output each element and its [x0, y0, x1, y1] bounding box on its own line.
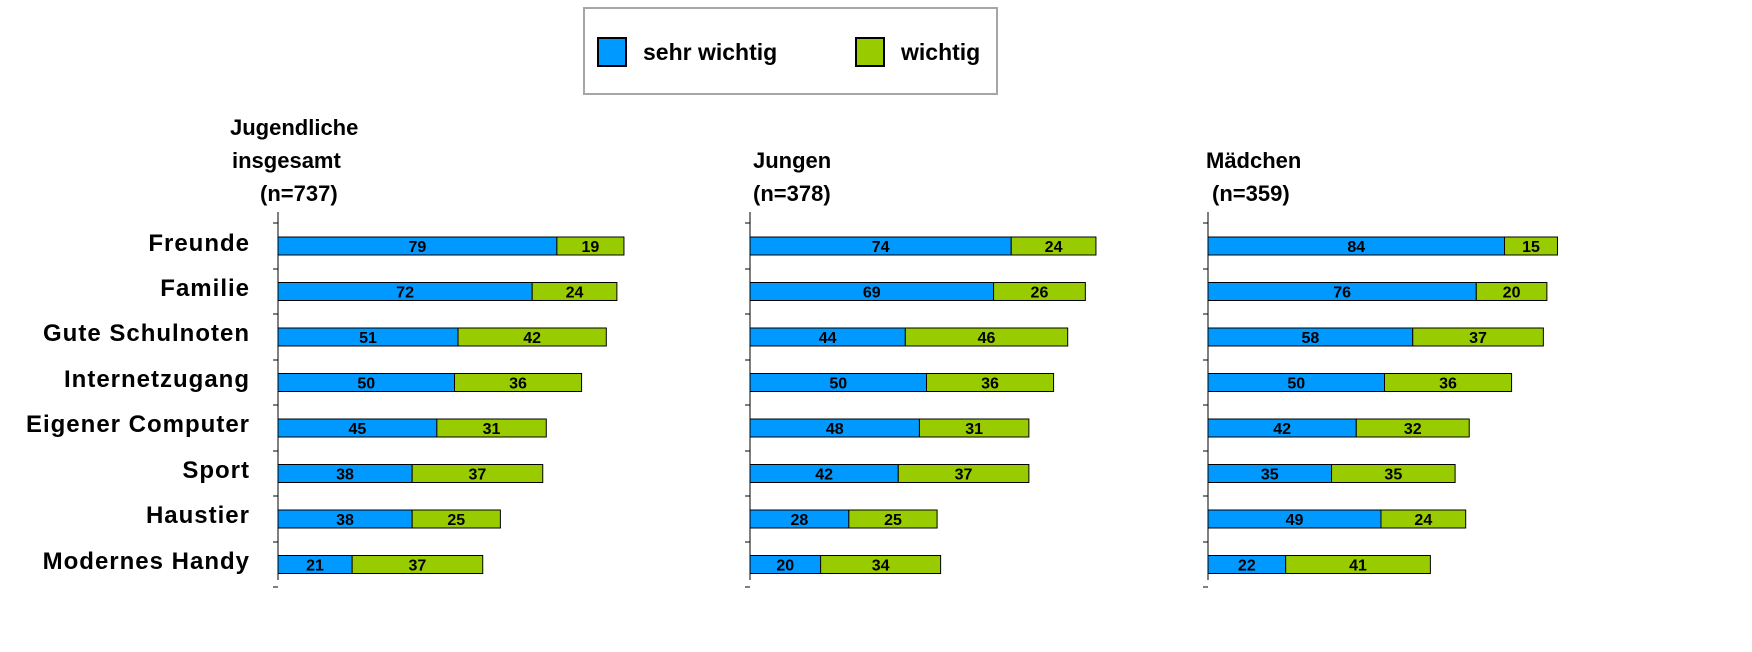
bar-value-label: 76	[1333, 285, 1351, 302]
legend-swatch-sehr-wichtig	[597, 37, 627, 67]
bar-segment	[820, 555, 942, 574]
bar-segment	[1384, 373, 1513, 392]
bar-value-label: 35	[1384, 467, 1402, 484]
bar-value-label: 20	[1503, 285, 1521, 302]
bar-value-label: 37	[955, 467, 973, 484]
bar-value-label: 44	[819, 330, 837, 347]
bar-segment	[531, 282, 618, 301]
bar-segment	[556, 236, 625, 256]
bar-value-label: 24	[1045, 239, 1063, 256]
bar-value-label: 26	[1031, 285, 1049, 302]
bar-value-label: 37	[409, 558, 427, 575]
category-label-familie: Familie	[160, 275, 250, 302]
category-label-freunde: Freunde	[148, 230, 250, 257]
bar-value-label: 50	[829, 376, 847, 393]
bar-value-label: 51	[359, 330, 377, 347]
panel-title-insgesamt: Jugendliche insgesamt (n=737)	[230, 111, 358, 210]
bar-value-label: 41	[1349, 558, 1367, 575]
bar-segment	[1412, 327, 1544, 347]
bar-value-label: 32	[1404, 421, 1422, 438]
bar-value-label: 38	[336, 467, 354, 484]
bar-value-label: 72	[396, 285, 414, 302]
bar-segment	[848, 509, 938, 529]
bar-value-label: 42	[1273, 421, 1291, 438]
bar-value-label: 31	[965, 421, 983, 438]
bar-segment	[1010, 236, 1097, 256]
category-label-eigener-computer: Eigener Computer	[25, 411, 250, 438]
bar-value-label: 36	[981, 376, 999, 393]
bar-value-label: 19	[582, 239, 600, 256]
bar-value-label: 15	[1522, 239, 1540, 256]
bar-value-label: 58	[1301, 330, 1319, 347]
category-label-modernes-handy: Modernes Handy	[42, 548, 250, 575]
bar-segment	[1504, 236, 1558, 256]
panel-title-line: (n=378)	[753, 181, 831, 206]
bar-segment	[457, 327, 607, 347]
bar-value-label: 84	[1347, 239, 1365, 256]
panel-title-line: Mädchen	[1206, 148, 1302, 173]
bar-segment	[904, 327, 1069, 347]
bar-segment	[1285, 555, 1431, 574]
panel-title-line: Jugendliche	[230, 115, 359, 140]
category-label-internetzugang: Internetzugang	[64, 366, 250, 393]
bar-value-label: 34	[872, 558, 890, 575]
bar-value-label: 50	[357, 376, 375, 393]
panel-title-jungen: Jungen (n=378)	[753, 144, 831, 210]
bar-segment	[454, 373, 583, 392]
bar-value-label: 38	[336, 512, 354, 529]
legend-label-wichtig: wichtig	[901, 39, 981, 65]
bar-value-label: 31	[483, 421, 501, 438]
bar-value-label: 45	[349, 421, 367, 438]
panel-title-line: (n=359)	[1212, 181, 1290, 206]
panel-title-maedchen: Mädchen (n=359)	[1206, 144, 1301, 210]
bar-segment	[411, 509, 501, 529]
bar-value-label: 69	[863, 285, 881, 302]
bar-value-label: 36	[1439, 376, 1457, 393]
bar-value-label: 37	[469, 467, 487, 484]
bar-segment	[897, 464, 1030, 483]
bar-value-label: 21	[306, 558, 324, 575]
bar-value-label: 48	[826, 421, 844, 438]
bar-segment	[1475, 282, 1548, 301]
bar-value-label: 24	[1414, 512, 1432, 529]
bar-segment	[436, 418, 547, 438]
bar-value-label: 74	[872, 239, 890, 256]
legend-label-sehr-wichtig: sehr wichtig	[643, 39, 778, 65]
bar-value-label: 24	[566, 285, 584, 302]
bar-segment	[993, 282, 1086, 301]
bar-value-label: 20	[776, 558, 794, 575]
bar-segment	[1380, 509, 1467, 529]
bar-value-label: 22	[1238, 558, 1256, 575]
bar-segment	[918, 418, 1030, 438]
bar-value-label: 42	[523, 330, 541, 347]
category-label-sport: Sport	[182, 457, 250, 484]
bar-value-label: 25	[884, 512, 902, 529]
bar-value-label: 42	[815, 467, 833, 484]
legend-swatch-wichtig	[855, 37, 885, 67]
bar-value-label: 49	[1286, 512, 1304, 529]
category-label-haustier: Haustier	[145, 502, 250, 529]
category-label-gute-schulnoten: Gute Schulnoten	[43, 320, 250, 347]
bar-value-label: 46	[978, 330, 996, 347]
bar-value-label: 36	[509, 376, 527, 393]
bar-segment	[1331, 464, 1456, 483]
bar-segment	[411, 464, 544, 483]
panel-title-line: (n=737)	[260, 181, 338, 206]
bar-value-label: 37	[1469, 330, 1487, 347]
bar-segment	[1355, 418, 1470, 438]
panel-title-line: insgesamt	[232, 148, 341, 173]
bar-value-label: 35	[1261, 467, 1279, 484]
bar-segment	[351, 555, 484, 574]
panel-title-line: Jungen	[753, 148, 832, 173]
bar-value-label: 50	[1287, 376, 1305, 393]
bar-segment	[926, 373, 1055, 392]
bar-value-label: 79	[409, 239, 427, 256]
bar-value-label: 28	[791, 512, 809, 529]
bar-value-label: 25	[447, 512, 465, 529]
legend: sehr wichtig wichtig	[583, 7, 998, 95]
